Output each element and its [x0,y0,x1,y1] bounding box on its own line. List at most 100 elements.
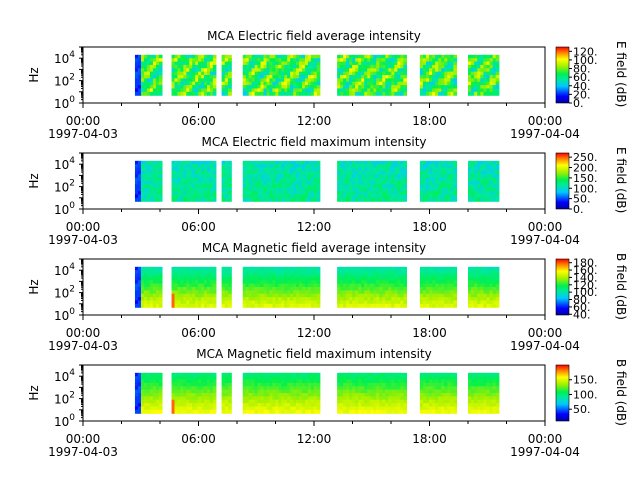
spectrogram-cell [367,290,371,295]
spectrogram-cell [189,396,193,401]
spectrogram-cell [186,300,190,305]
spectrogram-cell [201,382,205,387]
spectrogram-cell [435,64,439,69]
spectrogram-cell [272,71,276,76]
spectrogram-cell [204,81,208,86]
spectrogram-cell [186,184,190,189]
spectrogram-cell [189,58,193,63]
spectrogram-cell [403,170,407,175]
spectrogram-cell [257,273,262,278]
spectrogram-cell [152,68,157,73]
spectrogram-cell [206,273,211,278]
spectrogram-cell [422,287,427,291]
spectrogram-cell [343,54,347,59]
spectrogram-cell [495,61,500,66]
spectrogram-cell [281,58,285,63]
spectrogram-cell [251,81,256,86]
spectrogram-cell [343,379,347,384]
spectrogram-cell [489,184,494,189]
spectrogram-cell [287,88,291,93]
spectrogram-cell [140,191,145,196]
spectrogram-cell [204,68,208,73]
spectrogram-cell [394,303,398,308]
spectrogram-cell [242,372,247,377]
spectrogram-cell [364,293,368,298]
spectrogram-cell [242,283,247,288]
spectrogram-cell [155,197,160,202]
spectrogram-cell [278,194,282,199]
spectrogram-cell [155,403,160,408]
spectrogram-cell [275,170,279,175]
spectrogram-cell [483,194,488,199]
spectrogram-cell [432,293,436,298]
spectrogram-cell [403,54,407,59]
spectrogram-cell [201,164,205,169]
spectrogram-cell [425,85,430,90]
spectrogram-cell [444,61,448,66]
spectrogram-cell [447,379,451,384]
spectrogram-cell [186,174,190,179]
spectrogram-cell [284,160,288,165]
spectrogram-cell [245,409,250,414]
spectrogram-cell [257,290,262,295]
spectrogram-cell [302,184,306,189]
spectrogram-cell [212,303,217,308]
spectrogram-cell [447,287,451,291]
spectrogram-cell [453,280,458,285]
spectrogram-cell [149,191,154,196]
spectrogram-cell [224,187,229,192]
spectrogram-cell [269,386,273,391]
spectrogram-cell [143,85,148,90]
spectrogram-cell [248,396,253,401]
spectrogram-cell [316,379,321,384]
spectrogram-cell [158,280,163,285]
spectrogram-cell [174,396,179,401]
spectrogram-cell [180,170,184,175]
spectrogram-cell [242,393,247,397]
spectrogram-cell [310,386,315,391]
spectrogram-cell [489,54,494,59]
spectrogram-cell [450,389,454,394]
spectrogram-cell [310,396,315,401]
spectrogram-cell [257,379,262,384]
spectrogram-cell [201,273,205,278]
spectrogram-cell [370,85,374,90]
spectrogram-cell [134,273,139,278]
spectrogram-cell [146,160,151,165]
spectrogram-cell [158,396,163,401]
spectrogram-cell [307,170,312,175]
spectrogram-cell [391,406,395,411]
spectrogram-cell [302,81,306,86]
spectrogram-cell [358,167,362,172]
spectrogram-cell [400,283,404,288]
spectrogram-cell [382,403,386,408]
spectrogram-cell [140,85,145,90]
spectrogram-cell [429,167,433,172]
spectrogram-cell [438,297,442,302]
colorbar-tick-label: 100. [573,54,598,67]
spectrogram-cell [343,276,347,281]
spectrogram-cell [251,85,256,90]
spectrogram-cell [444,58,448,63]
spectrogram-cell [180,91,184,96]
spectrogram-cell [346,403,350,408]
spectrogram-cell [304,197,309,202]
spectrogram-cell [492,379,497,384]
spectrogram-cell [198,280,202,285]
spectrogram-cell [403,88,407,93]
spectrogram-cell [209,393,214,397]
spectrogram-cell [444,283,448,288]
spectrogram-cell [269,85,273,90]
spectrogram-cell [316,293,321,298]
spectrogram-cell [480,290,484,295]
spectrogram-cell [290,85,294,90]
spectrogram-cell [183,85,187,90]
spectrogram-cell [152,164,157,169]
spectrogram-cell [140,184,145,189]
spectrogram-cell [489,399,494,404]
spectrogram-cell [293,276,297,281]
spectrogram-cell [183,396,187,401]
spectrogram-cell [349,177,353,182]
colorbar-label: E field (dB) [614,147,628,213]
spectrogram-cell [189,68,193,73]
